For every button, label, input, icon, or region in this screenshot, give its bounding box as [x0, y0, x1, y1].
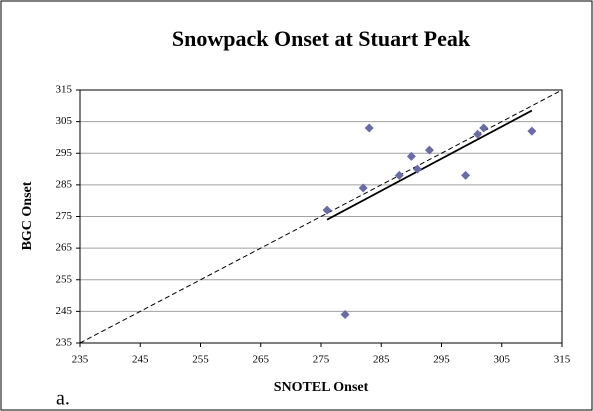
one-to-one-line — [79, 89, 563, 344]
data-point — [322, 205, 332, 215]
panel-label: a. — [56, 388, 70, 410]
x-tick-label: 245 — [132, 354, 149, 366]
data-point — [479, 123, 489, 133]
x-tick-label: 315 — [554, 354, 571, 366]
plot-border — [79, 89, 563, 344]
data-point — [340, 310, 350, 320]
x-tick-label: 255 — [192, 354, 209, 366]
data-point — [527, 126, 537, 136]
chart-title: Snowpack Onset at Stuart Peak — [172, 26, 471, 51]
data-point — [364, 123, 374, 133]
y-tick-label: 245 — [56, 305, 73, 317]
x-tick-label: 235 — [72, 354, 89, 366]
y-tick-label: 275 — [56, 210, 73, 222]
y-tick-label: 255 — [56, 273, 73, 285]
data-point — [406, 151, 416, 161]
y-axis-label: BGC Onset — [20, 181, 35, 250]
x-tick-label: 305 — [494, 354, 511, 366]
data-point — [412, 164, 422, 174]
y-tick-label: 235 — [56, 337, 73, 349]
y-tick-label: 305 — [56, 115, 73, 127]
y-tick-label: 265 — [56, 242, 73, 254]
x-tick-label: 275 — [313, 354, 330, 366]
x-tick-label: 295 — [433, 354, 450, 366]
data-point — [473, 129, 483, 139]
trend-line — [326, 109, 533, 221]
y-tick-label: 295 — [56, 147, 73, 159]
x-tick-label: 285 — [373, 354, 390, 366]
data-point — [461, 170, 471, 180]
x-axis-label: SNOTEL Onset — [274, 380, 369, 395]
data-point — [394, 170, 404, 180]
y-tick-label: 315 — [56, 84, 73, 96]
data-point — [424, 145, 434, 155]
y-tick-label: 285 — [56, 178, 73, 190]
x-tick-label: 265 — [253, 354, 270, 366]
data-point — [358, 183, 368, 193]
